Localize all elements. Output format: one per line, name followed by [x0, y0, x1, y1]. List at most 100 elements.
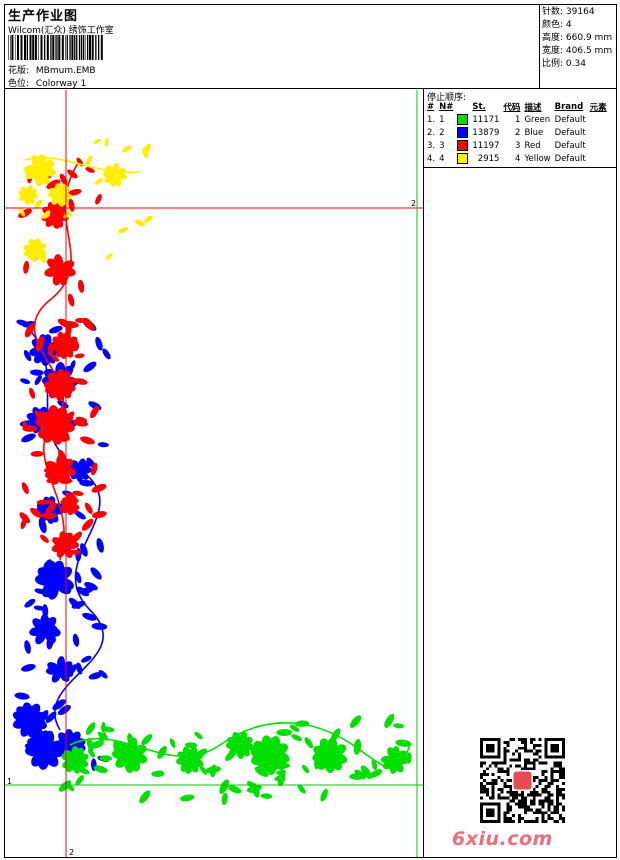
leaf-motif — [68, 198, 75, 212]
leaf-motif — [81, 518, 94, 531]
leaf-motif — [41, 253, 46, 264]
leaf-motif — [349, 773, 364, 780]
leaf-motif — [58, 532, 73, 543]
leaf-motif — [38, 517, 47, 534]
leaf-motif — [93, 138, 102, 144]
leaf-motif — [18, 208, 32, 218]
leaf-motif — [294, 720, 310, 727]
leaf-motif — [35, 336, 45, 352]
leaf-motif — [85, 722, 96, 735]
leaf-motif — [254, 766, 269, 777]
leaf-motif — [369, 769, 383, 778]
col-desc: 描述 — [524, 103, 542, 113]
header-divider — [4, 88, 617, 89]
leaf-motif — [180, 794, 195, 802]
table-row: 2. 2 13879 2 Blue Default — [427, 127, 586, 138]
leaf-motif — [95, 336, 103, 351]
leaf-motif — [30, 369, 44, 376]
leaf-motif — [34, 375, 42, 386]
color-swatch — [457, 153, 469, 164]
leaf-motif — [75, 586, 90, 597]
leaf-motif — [16, 319, 29, 326]
leaf-motif — [316, 755, 326, 768]
leaf-motif — [80, 655, 92, 663]
leaf-motif — [65, 321, 72, 336]
leaf-motif — [221, 792, 228, 806]
leaf-motif — [77, 767, 90, 775]
leaf-motif — [289, 724, 300, 732]
leaf-motif — [83, 361, 97, 373]
leaf-motif — [59, 409, 67, 423]
page-frame — [4, 4, 617, 858]
flower-motif — [381, 746, 409, 774]
stop-sequence-title: 停止顺序: — [427, 93, 467, 103]
leaf-motif — [205, 766, 221, 774]
leaf-motif — [58, 449, 67, 465]
design-stats: 针数: 39164 颜色: 4 高度: 660.9 mm 宽度: 406.5 m… — [542, 6, 612, 71]
flower-motif — [51, 331, 79, 359]
leaf-motif — [34, 199, 43, 210]
leaf-motif — [302, 764, 310, 774]
leaf-motif — [46, 475, 60, 484]
barcode — [8, 35, 103, 60]
leaf-motif — [113, 740, 121, 755]
leaf-motif — [84, 502, 93, 514]
leaf-motif — [98, 669, 108, 679]
leaf-motif — [86, 155, 92, 166]
leaf-motif — [43, 731, 53, 738]
leaf-motif — [141, 734, 153, 746]
leaf-motif — [75, 775, 84, 786]
leaf-motif — [353, 738, 362, 755]
leaf-motif — [59, 427, 70, 441]
col-brand: Brand — [554, 102, 584, 112]
red-guide-label-right: 2 — [411, 199, 417, 208]
leaf-motif — [75, 571, 82, 584]
leaf-motif — [20, 378, 31, 385]
leaf-motif — [291, 734, 302, 742]
leaf-motif — [260, 793, 273, 799]
leaf-motif — [44, 466, 58, 473]
design-value: MBmum.EMB — [35, 66, 96, 76]
flower-motif — [44, 369, 76, 401]
leaf-motif — [24, 640, 31, 654]
leaf-motif — [68, 597, 81, 609]
stat-height: 高度: 660.9 mm — [542, 33, 613, 43]
leaf-motif — [30, 450, 44, 457]
leaf-motif — [74, 378, 88, 385]
leaf-motif — [93, 765, 108, 774]
leaf-motif — [320, 788, 328, 802]
leaf-motif — [50, 354, 60, 362]
table-bottom-line — [423, 167, 617, 168]
leaf-motif — [225, 749, 237, 761]
leaf-motif — [22, 420, 28, 431]
leaf-motif — [19, 208, 26, 217]
leaf-motif — [43, 559, 52, 569]
leaf-motif — [21, 482, 29, 495]
flower-motif — [12, 702, 48, 738]
leaf-motif — [395, 739, 412, 747]
table-header-row: # N# St. 代码 描述 Brand 元素 — [425, 101, 609, 113]
qr-code — [480, 738, 565, 823]
leaf-motif — [276, 729, 292, 736]
leaf-motif — [102, 348, 111, 360]
leaf-motif — [68, 504, 74, 516]
leaf-motif — [74, 353, 85, 359]
leaf-motif — [43, 623, 58, 632]
leaf-motif — [71, 531, 82, 543]
col-stitches: St. — [472, 102, 486, 112]
leaf-motif — [98, 732, 107, 744]
stats-divider — [539, 4, 540, 88]
stat-width: 宽度: 406.5 mm — [542, 46, 613, 56]
leaf-motif — [43, 427, 54, 440]
col-code: 代码 — [503, 103, 521, 113]
leaf-motif — [80, 436, 95, 445]
leaf-motif — [360, 765, 372, 779]
design-label: 花版: — [8, 66, 30, 76]
leaf-motif — [67, 293, 75, 307]
leaf-motif — [14, 692, 30, 700]
leaf-motif — [24, 323, 35, 338]
leaf-motif — [142, 147, 149, 159]
leaf-motif — [76, 662, 83, 675]
leaf-motif — [82, 612, 97, 621]
